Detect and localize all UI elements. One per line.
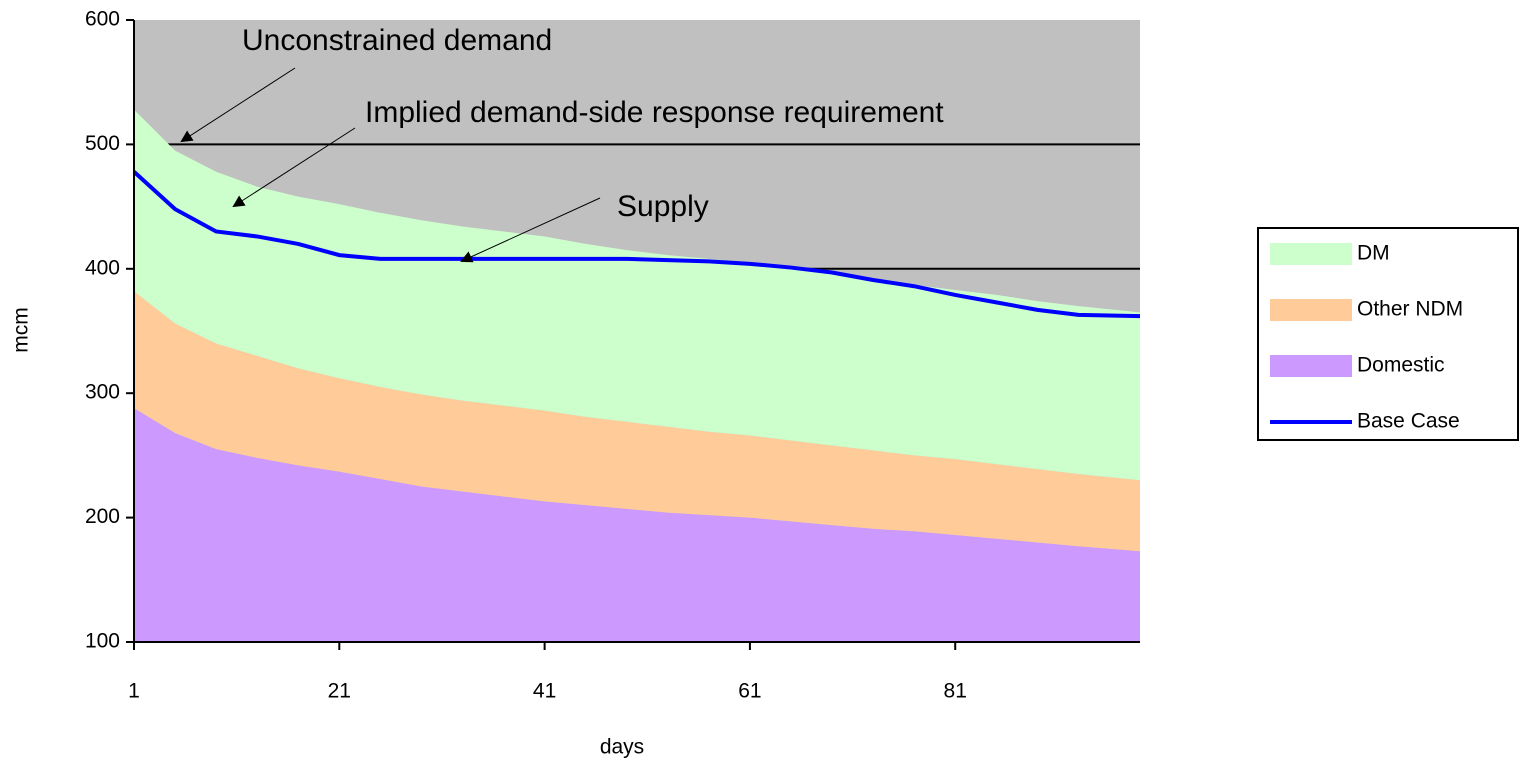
legend-label: DM — [1357, 242, 1390, 265]
y-tick-label: 500 — [85, 132, 120, 155]
x-axis-label: days — [600, 736, 644, 759]
y-tick-label: 600 — [85, 8, 120, 31]
annotation-arrow — [180, 67, 296, 143]
legend-label: Domestic — [1357, 354, 1445, 377]
y-tick-label: 200 — [85, 505, 120, 528]
x-tick-label: 1 — [128, 680, 140, 703]
area — [134, 109, 1140, 481]
x-tick-label: 61 — [738, 680, 761, 703]
y-tick-label: 100 — [85, 630, 120, 653]
legend-swatch — [1270, 355, 1352, 377]
line — [132, 170, 1141, 319]
y-axis-label: mcm — [10, 307, 33, 353]
legend: DM Other NDM Domestic Base Case — [1257, 227, 1519, 441]
annotation: Unconstrained demand — [242, 24, 552, 57]
annotation: Supply — [617, 190, 709, 223]
annotation-arrow — [232, 127, 356, 208]
legend-label: Base Case — [1357, 410, 1460, 433]
y-tick-label: 400 — [85, 256, 120, 279]
legend-swatch — [1270, 299, 1352, 321]
legend-label: Other NDM — [1357, 298, 1463, 321]
annotation: Implied demand-side response requirement — [365, 96, 944, 129]
y-tick-label: 300 — [85, 381, 120, 404]
x-tick-label: 41 — [533, 680, 556, 703]
legend-swatch — [1270, 243, 1352, 265]
annotation-arrow — [460, 197, 601, 263]
x-tick-label: 21 — [328, 680, 351, 703]
area — [134, 408, 1140, 642]
area — [134, 291, 1140, 552]
x-tick-label: 81 — [944, 680, 967, 703]
